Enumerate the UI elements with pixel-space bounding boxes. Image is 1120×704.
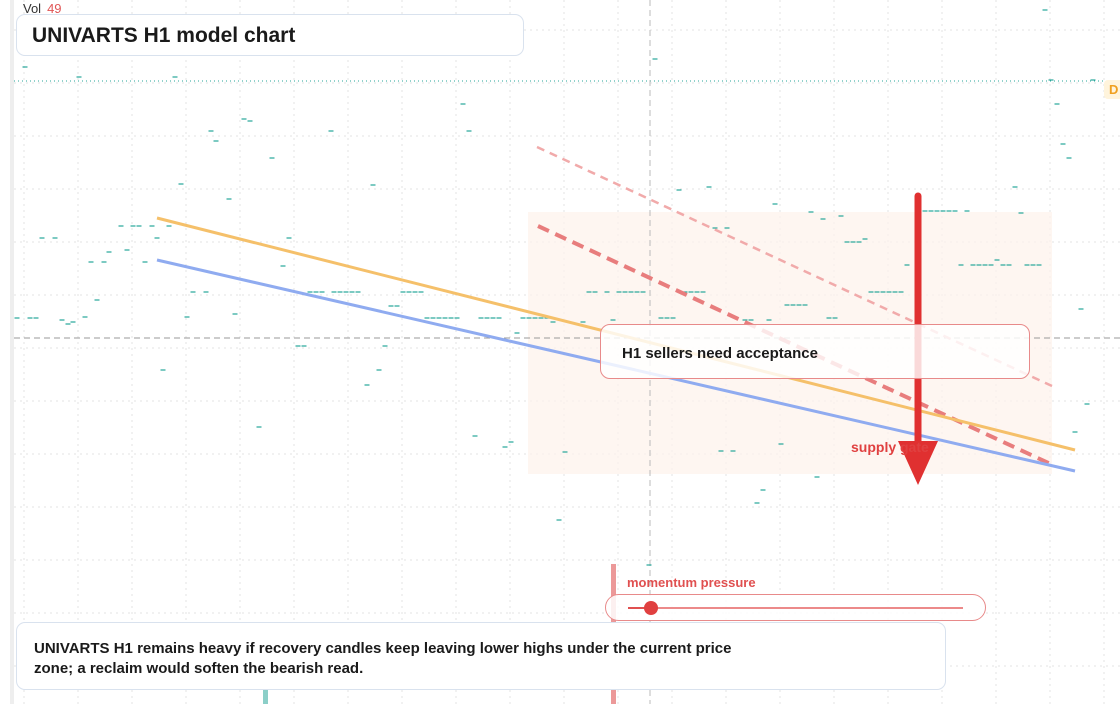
analysis-note-text: UNIVARTS H1 remains heavy if recovery ca… [34, 640, 732, 677]
edge-badge: D [1104, 80, 1120, 99]
chart-title-box: UNIVARTS H1 model chart [16, 14, 524, 56]
volume-bar [263, 690, 268, 704]
bearish-arrow-head [898, 441, 938, 485]
left-rail [10, 0, 14, 704]
acceptance-callout: H1 sellers need acceptance [600, 324, 1030, 379]
momentum-slider-knob[interactable] [644, 601, 659, 615]
chart-title: UNIVARTS H1 model chart [32, 24, 296, 47]
candle-marks [14, 9, 1096, 566]
pink-dashed-trendline [536, 145, 1053, 388]
momentum-slider-fill [628, 607, 652, 609]
momentum-slider[interactable] [605, 594, 986, 621]
volume-label-text: Vol [23, 1, 42, 16]
acceptance-callout-text: H1 sellers need acceptance [622, 345, 818, 362]
analysis-note: UNIVARTS H1 remains heavy if recovery ca… [16, 622, 946, 690]
momentum-label: momentum pressure [627, 575, 756, 590]
supply-gate-label: supply gate [851, 439, 929, 455]
volume-value: 49 [47, 1, 62, 16]
volume-label: Vol 49 [23, 1, 62, 16]
momentum-slider-track [628, 607, 963, 609]
